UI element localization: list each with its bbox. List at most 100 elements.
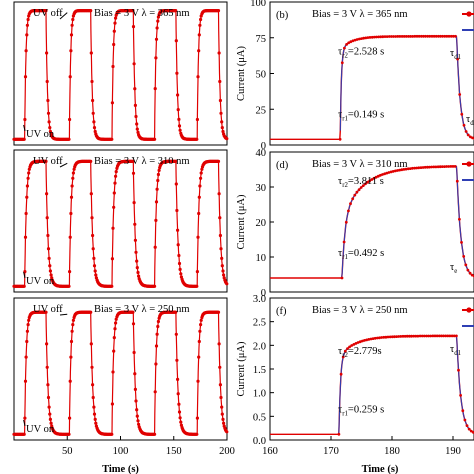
panel-d-point	[426, 165, 429, 169]
panel-a-point	[69, 49, 73, 53]
panel-d-point	[357, 188, 361, 192]
panel-c-point	[176, 228, 180, 232]
panel-f-xtick-label: 170	[323, 446, 339, 457]
panel-b-point	[437, 34, 440, 38]
panel-a-point	[91, 111, 95, 115]
panel-a-point	[44, 9, 48, 13]
panel-f-point	[457, 368, 460, 372]
panel-a-uv-on-label: UV on	[26, 129, 55, 140]
panel-c-point	[89, 192, 93, 196]
panel-f-point	[444, 334, 448, 338]
panel-c-point	[137, 274, 141, 278]
panel-f: 0.0 0.5 1.0 1.5 2.0 2.5 3.0 160 170 180 190 Time (s…	[236, 294, 474, 474]
panel-c-point	[200, 167, 204, 171]
panel-e-point	[25, 339, 29, 344]
panel-d-point	[391, 170, 395, 173]
panel-a-point	[219, 111, 223, 115]
panel-b-point	[469, 135, 472, 139]
panel-b-point	[379, 35, 383, 39]
panel-b-point	[355, 38, 359, 41]
panel-a-point	[225, 137, 229, 141]
panel-f-point	[339, 372, 343, 376]
panel-c-point	[136, 270, 140, 275]
panel-e-point	[174, 310, 178, 314]
panel-f-point	[429, 334, 433, 338]
panel-e-point	[90, 365, 94, 369]
panel-c-point	[154, 218, 158, 222]
panel-e-point	[113, 327, 117, 331]
panel-c-title: Bias = 3 V λ = 310 nm	[94, 156, 190, 167]
panel-b-tau-3: τd1	[450, 48, 461, 61]
panel-e-point	[174, 332, 178, 336]
panel-a-point	[25, 33, 29, 37]
panel-a-point	[113, 21, 117, 25]
panel-d-point	[385, 171, 389, 175]
panel-e-point	[179, 423, 183, 427]
panel-c-point	[157, 168, 161, 172]
panel-d-point	[368, 179, 372, 183]
panel-b-point	[426, 34, 430, 38]
panel-b-point	[370, 35, 374, 39]
panel-b-point	[460, 112, 464, 116]
panel-e-point	[195, 432, 199, 436]
panel-a-point	[132, 62, 136, 66]
panel-b-legend-marker	[466, 11, 472, 17]
panel-d-point	[347, 209, 350, 213]
panel-f-point	[467, 427, 471, 431]
panel-a-point	[91, 98, 95, 103]
panel-b-point	[430, 34, 434, 38]
panel-f-point	[361, 339, 364, 343]
panel-f-point	[469, 429, 473, 433]
panel-e-point	[137, 422, 141, 426]
panel-e-point	[44, 310, 48, 314]
panel-a-point	[153, 87, 157, 91]
panel-e-point	[89, 342, 93, 346]
panel-d-point	[366, 180, 369, 184]
panel-b-point	[451, 34, 455, 38]
panel-d-point	[419, 166, 423, 170]
panel-c-point	[199, 176, 203, 180]
panel-a-point	[131, 25, 136, 29]
panel-f-point	[455, 334, 458, 338]
panel-b-tau-4: τd	[466, 114, 474, 127]
panel-a-point	[154, 37, 159, 41]
panel-e-point	[225, 430, 229, 434]
panel-d-point	[344, 220, 348, 224]
panel-c-point	[174, 182, 178, 186]
panel-c-point	[179, 272, 183, 276]
panel-b-ylabel: Current (μA)	[236, 46, 247, 101]
panel-f-point	[465, 424, 469, 427]
panel-e-uv-off-arrow	[59, 313, 68, 316]
panel-e-xtick-label: 100	[113, 446, 129, 457]
panel-a-point	[89, 9, 93, 13]
panel-b-point	[383, 35, 387, 38]
panel-f-xtick-label: 190	[445, 446, 461, 457]
panel-b-point	[464, 130, 468, 133]
panel-a-point	[45, 79, 49, 84]
panel-c-point	[91, 247, 95, 251]
panel-e-point	[177, 410, 182, 414]
panel-e-point	[176, 377, 180, 381]
panel-b-tau-r2: τr2=2.528 s	[338, 46, 384, 59]
panel-b-point	[347, 41, 351, 45]
panel-e-point	[48, 412, 52, 416]
panel-b-point	[402, 35, 406, 38]
panel-f-point	[369, 337, 373, 341]
panel-f-xlabel: Time (s)	[362, 464, 399, 474]
panel-d-point	[364, 182, 367, 186]
panel-e-point	[67, 432, 71, 436]
panel-c-point	[132, 201, 136, 205]
panel-c-point	[24, 211, 28, 216]
panel-d-point	[434, 165, 438, 169]
panel-e-point	[197, 339, 201, 344]
panel-a-point	[175, 71, 179, 75]
panel-a-point	[110, 101, 114, 105]
panel-e-title: Bias = 3 V λ = 250 nm	[94, 304, 190, 315]
panel-c-point	[133, 222, 137, 226]
panel-a-point	[156, 19, 160, 23]
panel-c-point	[23, 235, 28, 239]
panel-a-point	[111, 64, 115, 69]
panel-a-point	[177, 124, 182, 128]
panel-c-point	[134, 250, 138, 254]
panel-f-point	[386, 335, 390, 339]
